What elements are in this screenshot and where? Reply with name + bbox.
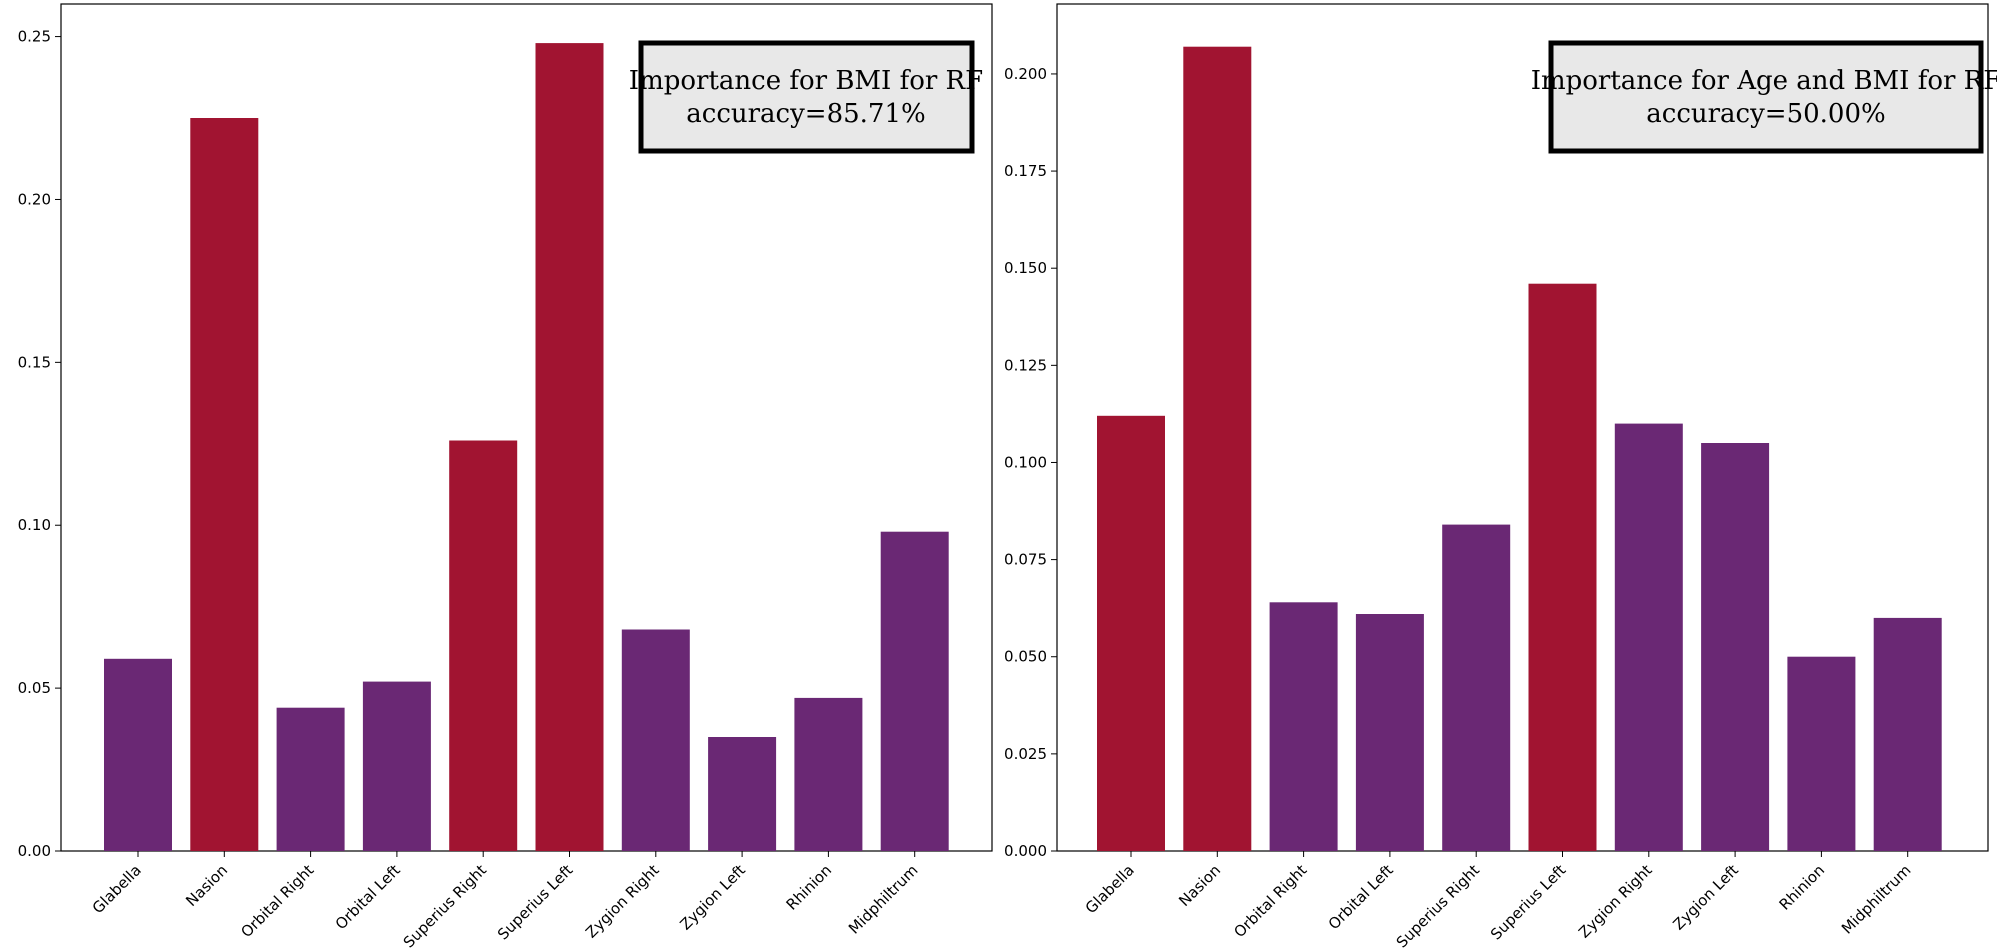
y-tick-label: 0.20 <box>18 190 51 208</box>
x-tick-label: Orbital Right <box>237 861 317 941</box>
chart-title: Importance for BMI for RF <box>629 66 983 96</box>
bar-zygion-right <box>1614 423 1683 851</box>
bar-superius-right <box>449 440 518 851</box>
x-tick-label: Midphiltrum <box>845 861 921 937</box>
bar-superius-left <box>535 43 604 852</box>
bar-nasion <box>1183 46 1252 851</box>
bar-glabella <box>104 658 172 851</box>
x-tick-label: Superius Left <box>1487 861 1569 943</box>
x-tick-label: Nasion <box>182 861 231 910</box>
x-tick-label: Midphiltrum <box>1838 861 1914 937</box>
bar-midphiltrum <box>880 531 949 851</box>
y-tick-label: 0.25 <box>18 28 51 46</box>
title-box-frame <box>1548 40 1984 154</box>
bar-zygion-right <box>621 629 690 851</box>
bar-zygion-left <box>1701 443 1770 851</box>
chart-subtitle-accuracy: accuracy=50.00% <box>1646 99 1885 129</box>
bar-superius-right <box>1442 524 1511 851</box>
bar-zygion-left <box>708 737 777 851</box>
x-tick-label: Superius Left <box>494 861 576 943</box>
bar-orbital-left <box>362 681 431 851</box>
plot-frame <box>60 3 993 852</box>
chart-subtitle-accuracy: accuracy=85.71% <box>686 99 925 129</box>
y-tick-label: 0.00 <box>18 842 51 860</box>
x-tick-label: Orbital Left <box>332 861 404 933</box>
bar-group <box>1097 46 1942 851</box>
y-axis: 0.00 0.05 0.10 0.15 0.20 0.25 <box>18 28 61 860</box>
y-axis: 0.000 0.025 0.050 0.075 0.100 0.125 0.150 0.175… <box>1004 65 1057 860</box>
title-box: Importance for Age and BMI for RF accura… <box>1531 40 1997 154</box>
x-tick-label: Orbital Right <box>1230 861 1310 941</box>
bar-glabella <box>1097 415 1165 851</box>
bar-group <box>104 43 949 852</box>
x-tick-label: Rhinion <box>783 861 836 914</box>
bar-superius-left <box>1528 283 1597 851</box>
y-tick-label: 0.050 <box>1004 648 1047 666</box>
bar-orbital-right <box>1269 602 1338 851</box>
x-tick-label: Nasion <box>1175 861 1224 910</box>
title-box-frame <box>638 40 975 154</box>
y-tick-label: 0.10 <box>18 516 51 534</box>
y-tick-label: 0.175 <box>1004 162 1047 180</box>
plot-frame <box>1056 3 1989 852</box>
chart-panel-age-bmi: 0.000 0.025 0.050 0.075 0.100 0.125 0.150 0.175… <box>1004 3 1997 950</box>
x-tick-label: Glabella <box>89 861 145 917</box>
y-tick-label: 0.000 <box>1004 842 1047 860</box>
bar-orbital-right <box>276 707 345 851</box>
y-tick-label: 0.15 <box>18 353 51 371</box>
y-tick-label: 0.075 <box>1004 551 1047 569</box>
x-tick-label: Superius Right <box>400 861 490 950</box>
bar-midphiltrum <box>1873 617 1942 851</box>
x-axis: Glabella Nasion Orbital Right Orbital LeftS… <box>1082 851 1915 950</box>
x-tick-label: Glabella <box>1082 861 1138 917</box>
x-tick-label: Zygion Left <box>676 861 749 934</box>
y-tick-label: 0.150 <box>1004 259 1047 277</box>
y-tick-label: 0.05 <box>18 679 51 697</box>
y-tick-label: 0.025 <box>1004 745 1047 763</box>
chart-title: Importance for Age and BMI for RF <box>1531 66 1997 96</box>
x-tick-label: Orbital Left <box>1325 861 1397 933</box>
x-tick-label: Superius Right <box>1393 861 1483 950</box>
x-tick-label: Zygion Right <box>582 861 663 942</box>
x-tick-label: Zygion Right <box>1575 861 1656 942</box>
x-tick-label: Rhinion <box>1776 861 1829 914</box>
bar-nasion <box>190 118 259 851</box>
x-axis: Glabella Nasion Orbital Right Orbital LeftS… <box>89 851 922 950</box>
x-tick-label: Zygion Left <box>1669 861 1742 934</box>
title-box: Importance for BMI for RF accuracy=85.71… <box>629 40 983 154</box>
y-tick-label: 0.125 <box>1004 356 1047 374</box>
bar-orbital-left <box>1355 614 1424 851</box>
bar-rhinion <box>794 697 863 851</box>
y-tick-label: 0.200 <box>1004 65 1047 83</box>
chart-panel-bmi: 0.000.050.100.150.200.25 Glabella Nasion O… <box>18 3 993 950</box>
y-tick-label: 0.100 <box>1004 453 1047 471</box>
bar-rhinion <box>1787 656 1856 851</box>
